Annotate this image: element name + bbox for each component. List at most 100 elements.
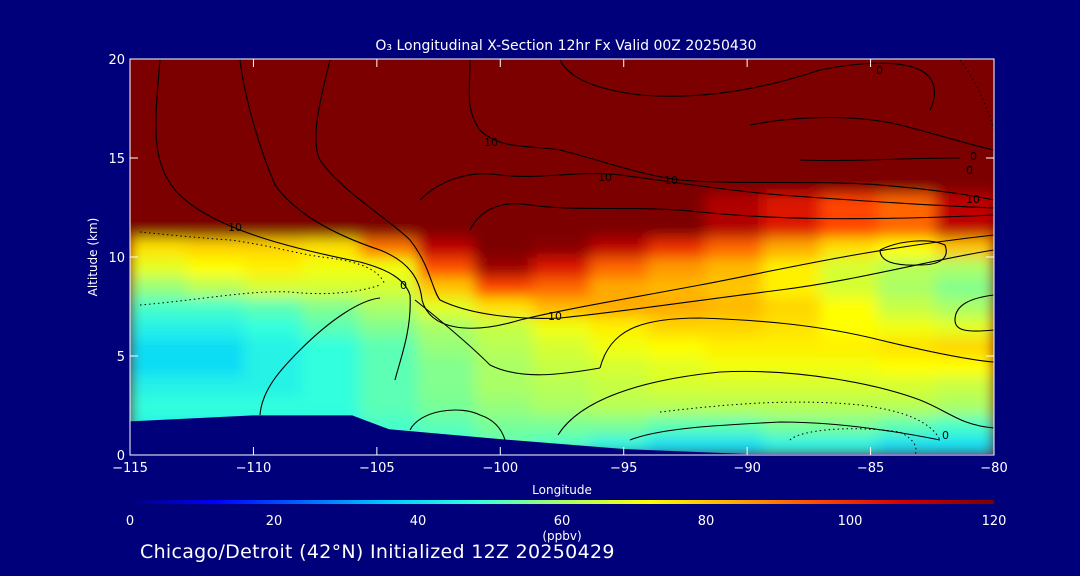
contour-line xyxy=(879,240,947,266)
ozone-cell xyxy=(820,414,880,437)
ozone-cell xyxy=(877,315,938,338)
ozone-cell xyxy=(130,275,189,298)
contour-label: 10 xyxy=(664,174,678,187)
ozone-cell xyxy=(647,191,707,239)
ozone-cell xyxy=(762,295,823,318)
ozone-cell xyxy=(705,335,765,357)
ozone-cell xyxy=(130,295,189,318)
ozone-cell xyxy=(130,394,189,417)
ozone-cell xyxy=(762,335,823,357)
terrain xyxy=(130,415,994,455)
ozone-cell xyxy=(762,236,823,258)
ozone-cell xyxy=(935,414,994,437)
ozone-cell xyxy=(762,434,823,455)
ozone-cell xyxy=(301,112,362,194)
ozone-cell xyxy=(820,315,880,338)
ozone-cell xyxy=(359,335,419,357)
ozone-cell xyxy=(474,335,535,357)
ozone-cell xyxy=(359,191,419,239)
contour-line xyxy=(155,59,411,381)
ozone-cell xyxy=(820,256,880,278)
ozone-cell xyxy=(705,394,765,417)
colorbar-ticks: 0 20 40 60 80 100 120 xyxy=(126,514,1007,529)
y-tick-label: 15 xyxy=(108,152,125,167)
ozone-cell xyxy=(359,59,419,115)
ozone-cell xyxy=(647,434,707,455)
ozone-cell xyxy=(877,374,938,397)
colorbar-tick-label: 100 xyxy=(838,514,863,529)
ozone-cell xyxy=(186,191,247,239)
ozone-cell xyxy=(474,315,535,338)
ozone-cell xyxy=(762,275,823,298)
ozone-cell xyxy=(705,295,765,318)
ozone-cell xyxy=(877,355,938,377)
ozone-cell xyxy=(820,335,880,357)
ozone-cell xyxy=(417,295,477,318)
contour-labels: 10 10 10 10 10 10 0 0 0 0 0 xyxy=(228,64,980,442)
ozone-cell xyxy=(186,295,247,318)
ozone-cell xyxy=(301,394,362,417)
contour-label: 0 xyxy=(400,279,407,292)
ozone-cell xyxy=(877,394,938,417)
ozone-cell xyxy=(474,275,535,298)
contour-label: 0 xyxy=(966,164,973,177)
contour-line xyxy=(414,299,601,376)
ozone-cell xyxy=(186,112,247,194)
contour-line-dotted xyxy=(959,59,994,131)
ozone-cell xyxy=(186,355,247,377)
ozone-cell xyxy=(589,236,650,258)
ozone-cell xyxy=(130,355,189,377)
y-axis-label: Altitude (km) xyxy=(86,218,100,297)
ozone-cell xyxy=(186,275,247,298)
y-tick-label: 10 xyxy=(108,251,125,266)
ozone-cell xyxy=(244,256,304,278)
contour-label: 10 xyxy=(228,221,242,234)
contour-line xyxy=(749,116,994,151)
ozone-cell xyxy=(474,355,535,377)
ozone-cell xyxy=(589,315,650,338)
ozone-cell xyxy=(935,374,994,397)
ozone-cell xyxy=(244,315,304,338)
x-tick-label: −90 xyxy=(733,461,760,476)
ozone-cell xyxy=(532,191,592,239)
ozone-cell xyxy=(474,59,535,115)
contour-line xyxy=(469,203,994,231)
ozone-cell xyxy=(589,256,650,278)
ozone-cell xyxy=(532,256,592,278)
y-tick-label: 5 xyxy=(117,350,125,365)
ozone-cell xyxy=(762,59,823,115)
ozone-cell xyxy=(705,374,765,397)
x-axis-label: Longitude xyxy=(532,483,592,497)
colorbar-tick-label: 40 xyxy=(410,514,427,529)
ozone-cell xyxy=(589,335,650,357)
ozone-cell xyxy=(130,315,189,338)
ozone-cell xyxy=(186,394,247,417)
ozone-field xyxy=(130,59,994,455)
ozone-cell xyxy=(532,236,592,258)
contours xyxy=(139,59,994,455)
ozone-cell xyxy=(935,394,994,417)
contour-line xyxy=(419,173,994,209)
ozone-cell xyxy=(647,236,707,258)
ozone-cell xyxy=(762,191,823,239)
ozone-cell xyxy=(820,112,880,194)
ozone-cell xyxy=(186,315,247,338)
x-tick-label: −80 xyxy=(980,461,1007,476)
x-tick-label: −110 xyxy=(236,461,272,476)
contour-label: 10 xyxy=(548,310,562,323)
colorbar-tick-label: 0 xyxy=(126,514,134,529)
ozone-cell xyxy=(532,414,592,437)
ozone-cell xyxy=(359,295,419,318)
contour-label: 0 xyxy=(970,150,977,163)
y-tick-label: 0 xyxy=(117,449,125,464)
ozone-cell xyxy=(301,335,362,357)
colorbar-tick-label: 80 xyxy=(698,514,715,529)
ozone-cell xyxy=(877,59,938,115)
chart-title: O₃ Longitudinal X-Section 12hr Fx Valid … xyxy=(375,38,756,54)
ozone-cell xyxy=(417,355,477,377)
ozone-cell xyxy=(820,434,880,455)
ozone-cell xyxy=(417,335,477,357)
ozone-cell xyxy=(647,335,707,357)
ozone-cell xyxy=(130,236,189,258)
